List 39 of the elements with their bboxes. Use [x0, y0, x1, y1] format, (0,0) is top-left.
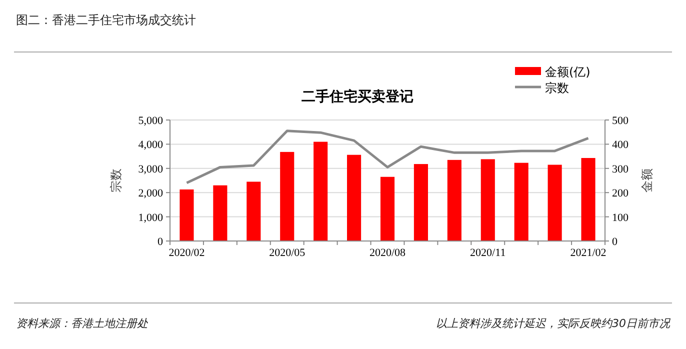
bar	[347, 154, 362, 241]
bar	[180, 189, 194, 241]
x-tick-label: 2020/05	[269, 247, 306, 259]
text: 以上资料涉及统计延迟，实际反映约30日前市况	[436, 317, 671, 330]
x-tick-label: 2020/08	[369, 247, 406, 259]
chart-subtitle: 图二：香港二手住宅市场成交统计	[16, 13, 196, 27]
y2-tick-label: 300	[612, 163, 629, 176]
y2-tick-label: 200	[612, 188, 629, 200]
y-tick-label: 1,000	[138, 212, 164, 224]
x-tick-label: 2020/02	[168, 247, 205, 259]
y-tick-label: 5,000	[138, 115, 164, 127]
y-tick-label: 3,000	[138, 163, 164, 176]
bar	[246, 182, 261, 241]
y2-tick-label: 100	[612, 212, 629, 224]
bar	[414, 164, 428, 241]
bar	[280, 152, 294, 241]
line-series	[185, 130, 590, 184]
x-tick-label: 2021/02	[570, 247, 606, 259]
bar	[548, 164, 562, 241]
y2-tick-label: 400	[612, 139, 629, 152]
bar	[213, 185, 228, 241]
bar	[447, 160, 462, 241]
text: 资料来源：香港土地注册处	[16, 317, 149, 330]
y2-tick-label: 0	[612, 236, 618, 248]
y2-tick-label: 500	[612, 115, 629, 127]
bar	[480, 159, 495, 241]
bar	[380, 176, 395, 241]
bar	[514, 162, 528, 241]
bar	[314, 142, 328, 241]
chart-title: 二手住宅买卖登记	[302, 88, 414, 105]
legend-label: 金额(亿)	[545, 65, 590, 79]
legend-label: 宗数	[545, 81, 569, 95]
y-tick-label: 2,000	[138, 188, 164, 200]
y-tick-label: 0	[158, 236, 164, 248]
y-tick-label: 4,000	[138, 139, 164, 152]
y2-axis-title: 金额	[640, 168, 654, 192]
x-tick-label: 2020/11	[470, 247, 506, 259]
bar	[581, 158, 596, 241]
y-axis-title: 宗数	[109, 168, 123, 192]
